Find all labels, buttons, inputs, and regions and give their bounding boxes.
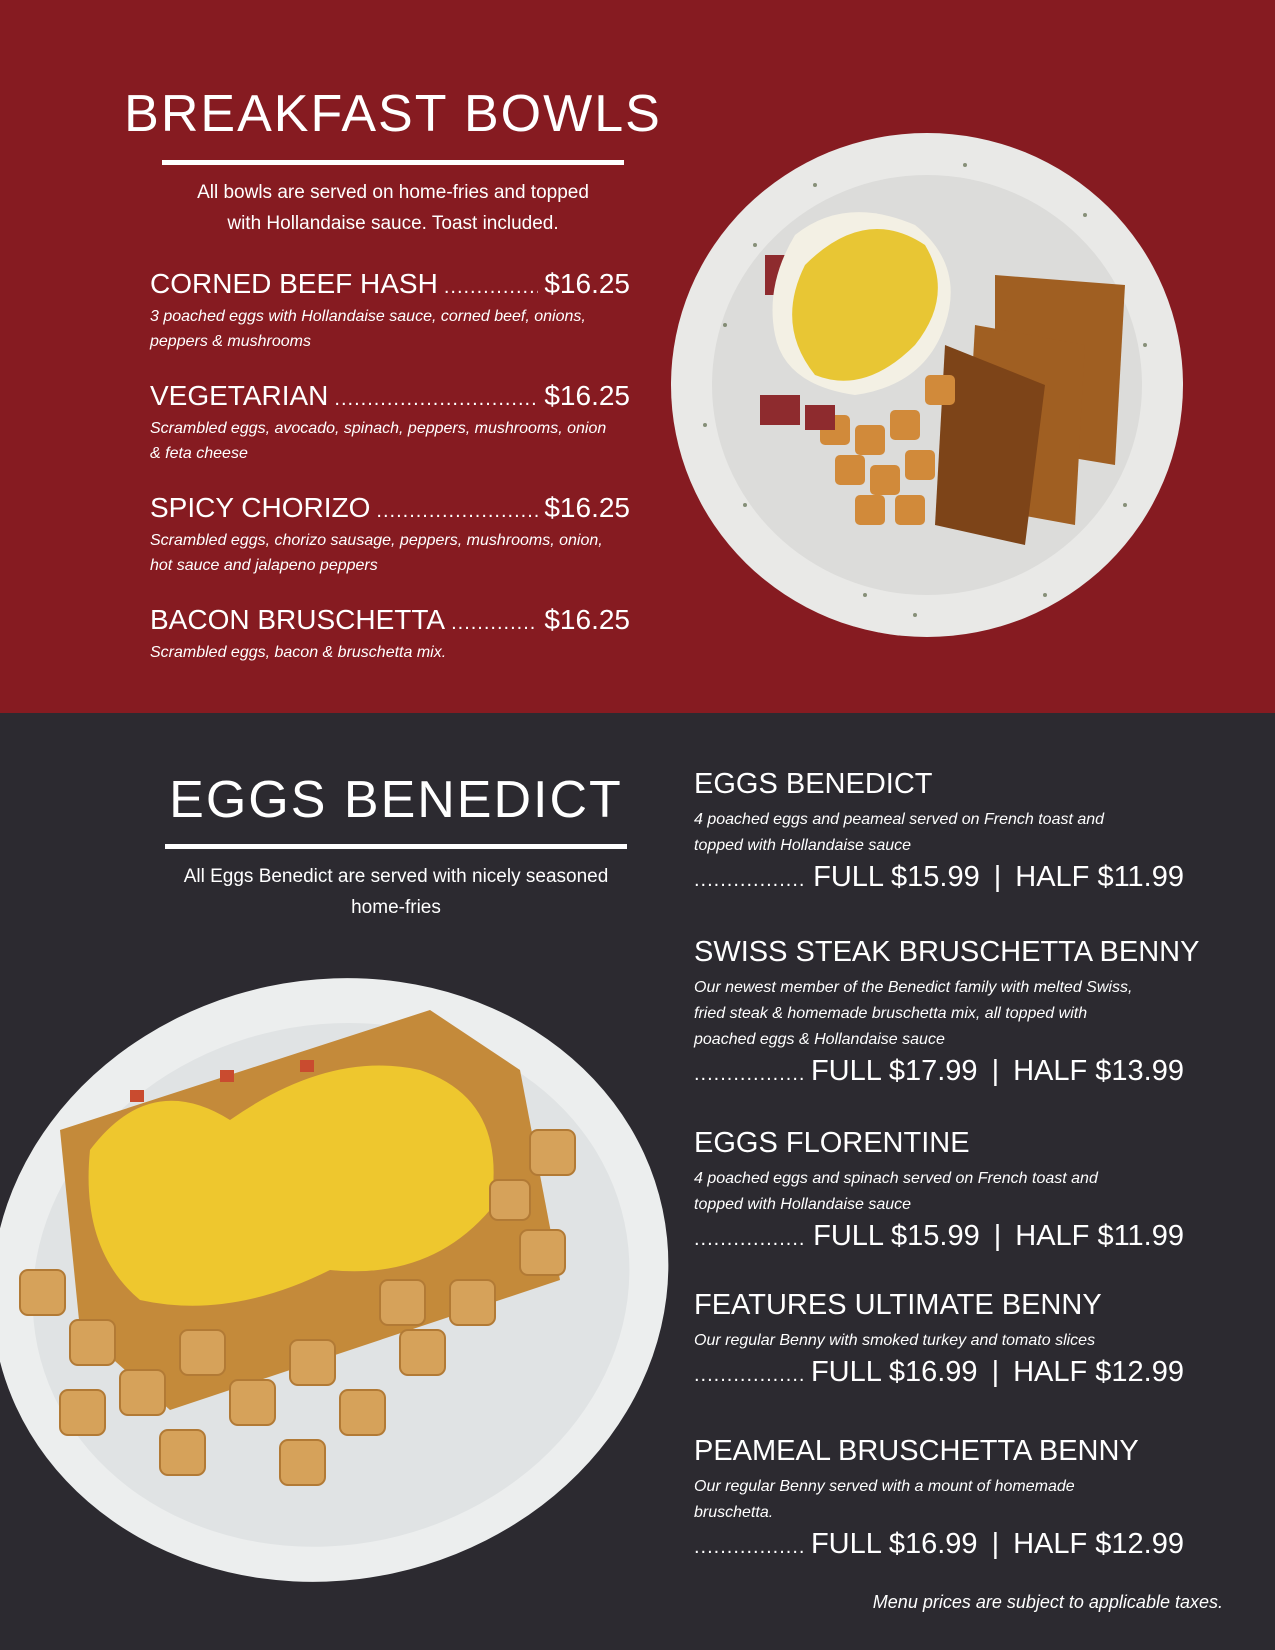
- desc-line: Scrambled eggs, chorizo sausage, peppers…: [150, 532, 603, 549]
- item-name: SPICY CHORIZO: [150, 492, 371, 523]
- intro-line: All bowls are served on home-fries and t…: [197, 182, 589, 203]
- item-description: 3 poached eggs with Hollandaise sauce, c…: [150, 304, 630, 354]
- section-title: BREAKFAST BOWLS: [124, 85, 662, 143]
- price-separator: |: [993, 1220, 1002, 1252]
- desc-line: Scrambled eggs, bacon & bruschetta mix.: [150, 644, 447, 661]
- desc-line: topped with Hollandaise sauce: [694, 1196, 912, 1213]
- desc-line: topped with Hollandaise sauce: [694, 837, 912, 854]
- price-separator: |: [991, 1055, 1000, 1087]
- item-description: 4 poached eggs and peameal served on Fre…: [694, 807, 1184, 859]
- desc-line: hot sauce and jalapeno peppers: [150, 557, 378, 574]
- dot-leader: [694, 869, 807, 892]
- desc-line: 4 poached eggs and peameal served on Fre…: [694, 811, 1105, 828]
- price-row: FULL $16.99 | HALF $12.99: [694, 1528, 1184, 1561]
- item-name: CORNED BEEF HASH: [150, 268, 438, 299]
- section-intro: All Eggs Benedict are served with nicely…: [184, 861, 609, 923]
- item-name: EGGS BENEDICT: [694, 768, 933, 800]
- desc-line: & feta cheese: [150, 445, 248, 462]
- eggs-benedict-photo: [0, 978, 669, 1582]
- desc-line: Our regular Benny served with a mount of…: [694, 1478, 1075, 1495]
- full-price: FULL $15.99: [813, 861, 980, 893]
- menu-item: CORNED BEEF HASH $16.25 3 poached eggs wi…: [150, 268, 630, 354]
- item-row: BACON BRUSCHETTA $16.25: [150, 604, 630, 636]
- title-underline: [165, 844, 627, 849]
- item-name: EGGS FLORENTINE: [694, 1127, 970, 1159]
- full-price: FULL $17.99: [810, 1055, 978, 1087]
- desc-line: 4 poached eggs and spinach served on Fre…: [694, 1170, 1098, 1187]
- item-description: 4 poached eggs and spinach served on Fre…: [694, 1166, 1184, 1218]
- desc-line: 3 poached eggs with Hollandaise sauce, c…: [150, 308, 586, 325]
- menu-item: SPICY CHORIZO $16.25 Scrambled eggs, chor…: [150, 492, 630, 578]
- item-price: $16.25: [544, 268, 630, 299]
- price-row: FULL $16.99 | HALF $12.99: [694, 1356, 1184, 1389]
- full-price: FULL $16.99: [810, 1356, 978, 1388]
- desc-line: peppers & mushrooms: [150, 333, 311, 350]
- item-price: $16.25: [544, 604, 630, 635]
- dot-leader: [694, 1536, 805, 1559]
- intro-line: home-fries: [351, 897, 441, 918]
- dot-leader: [376, 500, 538, 523]
- full-price: FULL $16.99: [810, 1528, 978, 1560]
- dot-leader: [694, 1228, 807, 1251]
- menu-item: EGGS BENEDICT 4 poached eggs and peameal…: [694, 768, 1184, 894]
- desc-line: Our newest member of the Benedict family…: [694, 979, 1133, 996]
- desc-line: poached eggs & Hollandaise sauce: [694, 1031, 945, 1048]
- item-price: $16.25: [544, 492, 630, 523]
- desc-line: Scrambled eggs, avocado, spinach, pepper…: [150, 420, 607, 437]
- price-separator: |: [991, 1356, 1000, 1388]
- dot-leader: [444, 276, 539, 299]
- full-price: FULL $15.99: [813, 1220, 980, 1252]
- dot-leader: [334, 388, 538, 411]
- item-description: Scrambled eggs, chorizo sausage, peppers…: [150, 528, 630, 578]
- intro-line: with Hollandaise sauce. Toast included.: [227, 213, 559, 234]
- menu-item: SWISS STEAK BRUSCHETTA BENNY Our newest …: [694, 936, 1200, 1088]
- half-price: HALF $12.99: [1013, 1356, 1184, 1388]
- dot-leader: [694, 1364, 805, 1387]
- dot-leader: [451, 612, 538, 635]
- price-separator: |: [993, 861, 1002, 893]
- item-name: FEATURES ULTIMATE BENNY: [694, 1289, 1102, 1321]
- item-name: PEAMEAL BRUSCHETTA BENNY: [694, 1435, 1139, 1467]
- item-name: BACON BRUSCHETTA: [150, 604, 446, 635]
- item-price: $16.25: [544, 380, 630, 411]
- price-separator: |: [991, 1528, 1000, 1560]
- half-price: HALF $11.99: [1015, 1220, 1184, 1252]
- item-description: Our regular Benny served with a mount of…: [694, 1474, 1184, 1526]
- menu-item: PEAMEAL BRUSCHETTA BENNY Our regular Ben…: [694, 1435, 1184, 1561]
- intro-line: All Eggs Benedict are served with nicely…: [183, 866, 609, 887]
- title-underline: [162, 160, 624, 165]
- item-name: VEGETARIAN: [150, 380, 329, 411]
- desc-line: Our regular Benny with smoked turkey and…: [694, 1332, 1096, 1349]
- breakfast-bowl-photo: [671, 133, 1183, 637]
- price-row: FULL $17.99 | HALF $13.99: [694, 1055, 1184, 1088]
- item-row: CORNED BEEF HASH $16.25: [150, 268, 630, 300]
- item-row: SPICY CHORIZO $16.25: [150, 492, 630, 524]
- tax-note: Menu prices are subject to applicable ta…: [872, 1592, 1223, 1612]
- menu-item: EGGS FLORENTINE 4 poached eggs and spina…: [694, 1127, 1184, 1253]
- item-description: Scrambled eggs, avocado, spinach, pepper…: [150, 416, 630, 466]
- item-description: Scrambled eggs, bacon & bruschetta mix.: [150, 640, 630, 665]
- menu-item: VEGETARIAN $16.25 Scrambled eggs, avocado…: [150, 380, 630, 466]
- item-description: Our newest member of the Benedict family…: [694, 975, 1184, 1053]
- item-description: Our regular Benny with smoked turkey and…: [694, 1328, 1184, 1354]
- menu-item: BACON BRUSCHETTA $16.25 Scrambled eggs, b…: [150, 604, 630, 665]
- menu-item: FEATURES ULTIMATE BENNY Our regular Benn…: [694, 1289, 1184, 1389]
- dot-leader: [694, 1063, 805, 1086]
- item-name: SWISS STEAK BRUSCHETTA BENNY: [694, 936, 1200, 968]
- section-title: EGGS BENEDICT: [169, 771, 623, 829]
- half-price: HALF $11.99: [1015, 861, 1184, 893]
- half-price: HALF $13.99: [1013, 1055, 1184, 1087]
- half-price: HALF $12.99: [1013, 1528, 1184, 1560]
- price-row: FULL $15.99 | HALF $11.99: [694, 861, 1184, 894]
- section-intro: All bowls are served on home-fries and t…: [197, 177, 589, 239]
- item-row: VEGETARIAN $16.25: [150, 380, 630, 412]
- desc-line: fried steak & homemade bruschetta mix, a…: [694, 1005, 1088, 1022]
- price-row: FULL $15.99 | HALF $11.99: [694, 1220, 1184, 1253]
- desc-line: bruschetta.: [694, 1504, 774, 1521]
